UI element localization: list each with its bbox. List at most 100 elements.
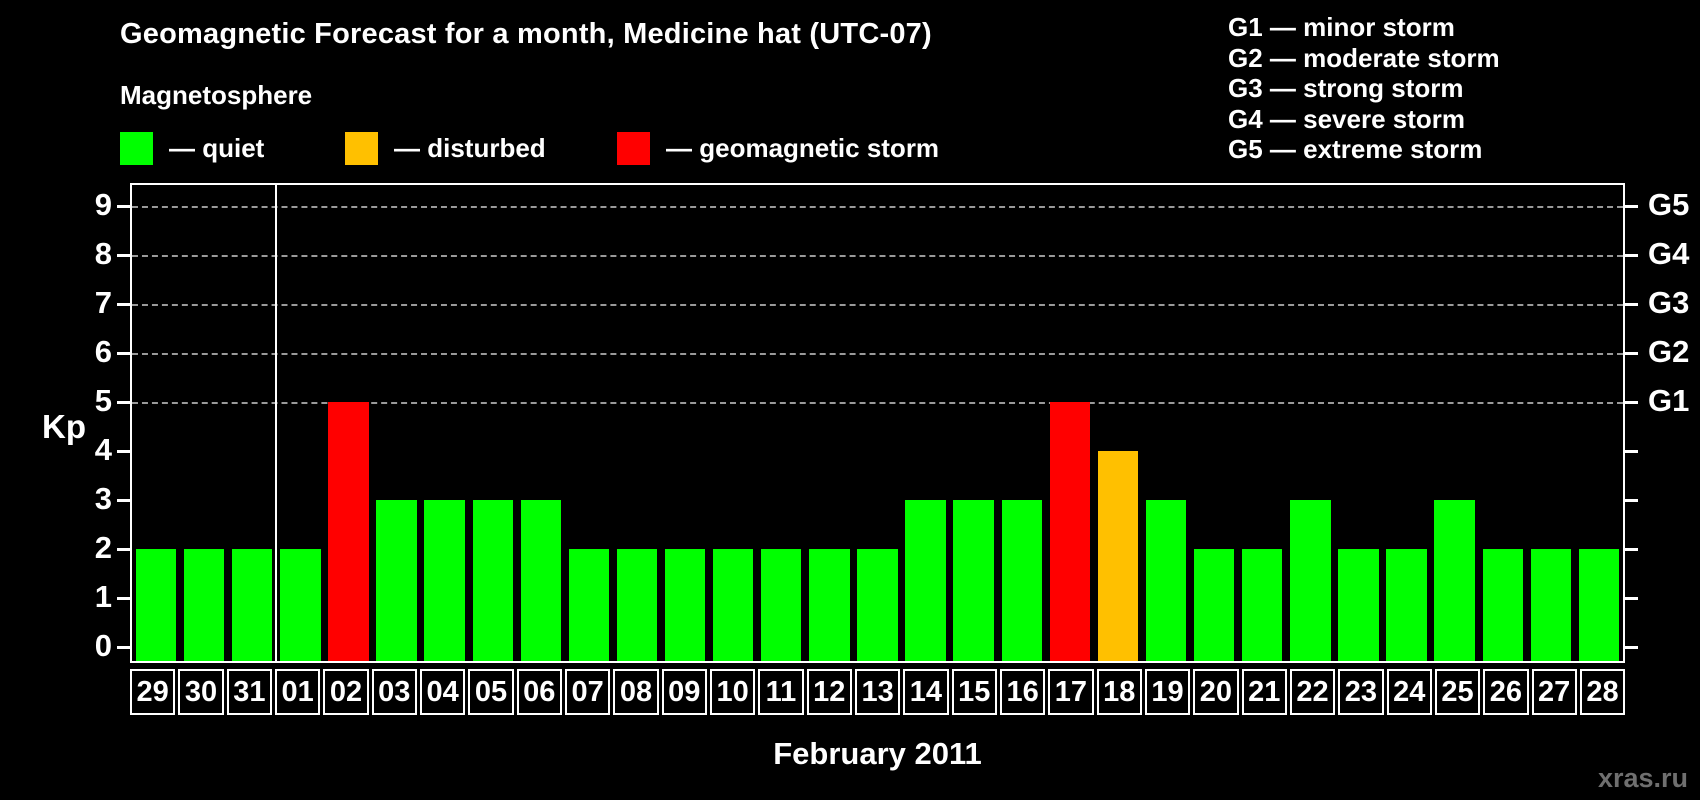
day-label-04: 04 (419, 669, 466, 715)
kp-bar-day-28 (1578, 549, 1620, 661)
gridline-kp-7 (132, 304, 1623, 306)
kp-bar-day-26 (1482, 549, 1523, 661)
kp-bar-day-20 (1193, 549, 1235, 661)
day-label-09: 09 (661, 669, 707, 715)
kp-bar-day-29 (135, 549, 177, 661)
y-axis-label: Kp (42, 408, 86, 445)
day-label-11: 11 (758, 669, 804, 715)
y-tick-label-1: 1 (94, 579, 112, 614)
left-axis-tick-6 (117, 352, 130, 355)
kp-bar-day-19 (1145, 500, 1187, 661)
month-boundary-line (275, 185, 278, 661)
day-label-17: 17 (1048, 669, 1094, 715)
left-axis-tick-8 (117, 254, 130, 257)
day-label-27: 27 (1531, 669, 1577, 715)
kp-bar-day-30 (183, 549, 225, 661)
g-scale-legend: G1 — minor storm G2 — moderate storm G3 … (1228, 12, 1500, 165)
gridline-kp-6 (132, 353, 1623, 355)
g-legend-line-g3: G3 — strong storm (1228, 73, 1464, 103)
day-label-08: 08 (613, 669, 659, 715)
kp-bar-day-22 (1290, 500, 1331, 661)
day-label-24: 24 (1386, 669, 1432, 715)
day-label-01: 01 (274, 669, 321, 715)
day-label-05: 05 (468, 669, 514, 715)
kp-bar-day-12 (809, 549, 850, 661)
y-tick-label-6: 6 (94, 334, 112, 369)
magnetosphere-legend-title: Magnetosphere (120, 80, 313, 110)
day-label-29: 29 (130, 669, 176, 715)
left-axis-tick-2 (117, 548, 130, 551)
kp-bar-day-27 (1530, 549, 1572, 661)
kp-bar-day-13 (857, 549, 898, 661)
day-label-12: 12 (806, 669, 852, 715)
right-axis-tick-2 (1625, 548, 1638, 551)
kp-bar-day-24 (1386, 549, 1427, 661)
legend-item-label: — disturbed (394, 132, 546, 163)
page-title: Geomagnetic Forecast for a month, Medici… (120, 18, 932, 50)
legend-item-quiet: — quiet (120, 128, 264, 168)
kp-bar-day-01 (280, 549, 321, 661)
gridline-kp-8 (132, 255, 1623, 257)
day-label-06: 06 (516, 669, 562, 715)
y-tick-label-3: 3 (94, 481, 112, 516)
left-axis-tick-0 (117, 646, 130, 649)
kp-bar-day-09 (664, 549, 706, 661)
kp-bar-day-10 (713, 549, 754, 661)
kp-bar-day-08 (616, 549, 658, 661)
day-label-03: 03 (371, 669, 417, 715)
g-legend-line-g4: G4 — severe storm (1228, 103, 1466, 134)
left-axis-tick-3 (117, 499, 130, 502)
g-legend-line-g1: G1 — minor storm (1228, 12, 1455, 42)
g-legend-line-g2: G2 — moderate storm (1228, 42, 1500, 73)
quiet-color-swatch (120, 131, 153, 165)
day-label-20: 20 (1193, 669, 1239, 715)
day-label-13: 13 (854, 669, 901, 715)
kp-bar-day-02 (328, 402, 369, 661)
g-scale-label-g2: G2 (1648, 334, 1690, 369)
kp-bar-day-21 (1242, 549, 1283, 661)
left-axis-tick-4 (117, 450, 130, 453)
day-label-02: 02 (323, 669, 369, 715)
day-label-25: 25 (1434, 669, 1481, 715)
g-scale-label-g1: G1 (1648, 383, 1690, 418)
y-tick-label-4: 4 (94, 432, 112, 467)
y-tick-label-0: 0 (94, 628, 112, 663)
day-label-30: 30 (178, 669, 224, 715)
left-axis-tick-5 (117, 401, 130, 404)
g-scale-label-g3: G3 (1648, 285, 1690, 320)
legend-item-label: — geomagnetic storm (666, 132, 940, 163)
y-tick-label-9: 9 (94, 187, 112, 222)
g-legend-line-g5: G5 — extreme storm (1228, 134, 1483, 164)
kp-bar-day-31 (232, 549, 273, 661)
x-axis-caption: February 2011 (773, 736, 982, 771)
day-label-19: 19 (1144, 669, 1191, 715)
g-scale-label-g4: G4 (1648, 236, 1690, 271)
disturbed-color-swatch (345, 131, 378, 165)
watermark: xras.ru (1597, 763, 1688, 793)
kp-bar-day-16 (1001, 500, 1042, 661)
y-tick-label-5: 5 (94, 383, 112, 418)
kp-bar-day-06 (520, 500, 561, 661)
storm-color-swatch (617, 131, 650, 165)
x-axis-day-labels: 29 30 31 01 02 03 04 05 06 07 08 09 10 11 12 13 14 15 16 17… (130, 669, 1626, 715)
right-axis-tick-6 (1625, 352, 1638, 355)
right-axis-tick-4 (1625, 450, 1638, 453)
kp-bar-day-25 (1434, 500, 1475, 661)
right-axis-tick-9 (1625, 205, 1638, 208)
kp-bar-day-11 (761, 549, 802, 661)
kp-bar-day-17 (1049, 402, 1091, 661)
kp-bar-day-07 (568, 549, 610, 661)
day-label-15: 15 (951, 669, 997, 715)
y-tick-label-7: 7 (94, 285, 112, 320)
day-label-14: 14 (903, 669, 949, 715)
legend-item-storm: — geomagnetic storm (617, 128, 939, 168)
day-label-31: 31 (226, 669, 272, 715)
kp-bar-day-23 (1338, 549, 1379, 661)
y-tick-label-8: 8 (94, 236, 112, 271)
gridline-kp-9 (132, 206, 1623, 208)
day-label-16: 16 (999, 669, 1046, 715)
kp-bar-day-05 (472, 500, 513, 661)
kp-bar-day-14 (905, 500, 946, 661)
kp-bar-day-15 (953, 500, 994, 661)
